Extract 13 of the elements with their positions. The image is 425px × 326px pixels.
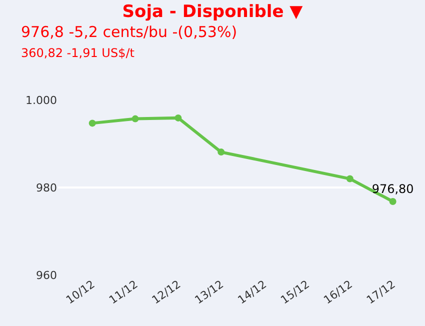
y-tick-label: 1.000 — [26, 94, 57, 107]
point — [88, 120, 96, 127]
chart-title: Soja - Disponible ▼ — [122, 2, 304, 22]
y-tick-label: 960 — [36, 268, 57, 282]
point — [174, 114, 182, 122]
data-label: 976,80 — [372, 182, 414, 196]
point — [389, 198, 396, 205]
point — [346, 175, 354, 182]
y-tick-label: 980 — [36, 181, 57, 194]
point — [132, 115, 139, 122]
point — [218, 148, 225, 156]
chart-subtitle: 976,8 -5,2 cents/bu -(0,53%) — [21, 23, 238, 41]
text: 360,82 -1,91 US$/t — [21, 46, 135, 60]
